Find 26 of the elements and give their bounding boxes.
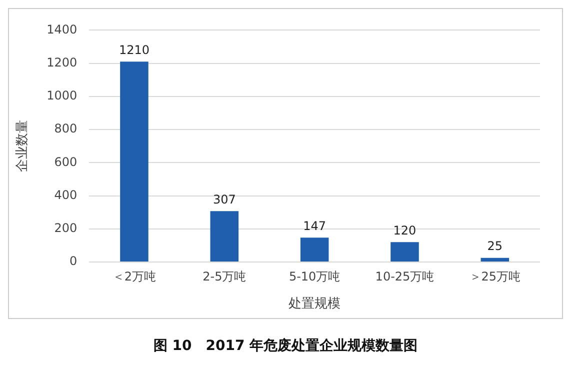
y-tick-label: 1400 (46, 22, 78, 36)
bar (390, 242, 419, 262)
data-label: 25 (487, 238, 503, 253)
y-tick-label: 1000 (46, 88, 78, 103)
y-tick-label: 1200 (46, 55, 78, 70)
text: 图 10 2017 年危废处置企业规模数量图 (152, 337, 419, 355)
y-tick-label: 200 (54, 221, 78, 236)
x-tick-label: 2-5万吨 (202, 269, 246, 284)
x-tick-label: 5-10万吨 (288, 269, 340, 284)
data-label: 307 (212, 192, 236, 206)
x-tick-label: ＜2万吨 (112, 269, 156, 284)
data-label: 147 (303, 218, 326, 233)
bar (480, 258, 510, 262)
data-label: 120 (393, 223, 416, 238)
x-tick-label: 10-25万吨 (375, 269, 434, 284)
y-tick-label: 0 (70, 254, 78, 268)
y-tick-label: 800 (54, 122, 78, 136)
x-tick-label: ＞25万吨 (469, 269, 521, 284)
x-axis-title: 处置规模 (288, 296, 341, 312)
data-label: 1210 (118, 42, 150, 57)
y-axis-title: 企业数量 (15, 120, 30, 172)
bar (120, 62, 148, 262)
bar (300, 238, 329, 262)
y-tick-label: 600 (54, 154, 78, 169)
bar (210, 211, 239, 262)
y-tick-label: 400 (54, 188, 78, 202)
